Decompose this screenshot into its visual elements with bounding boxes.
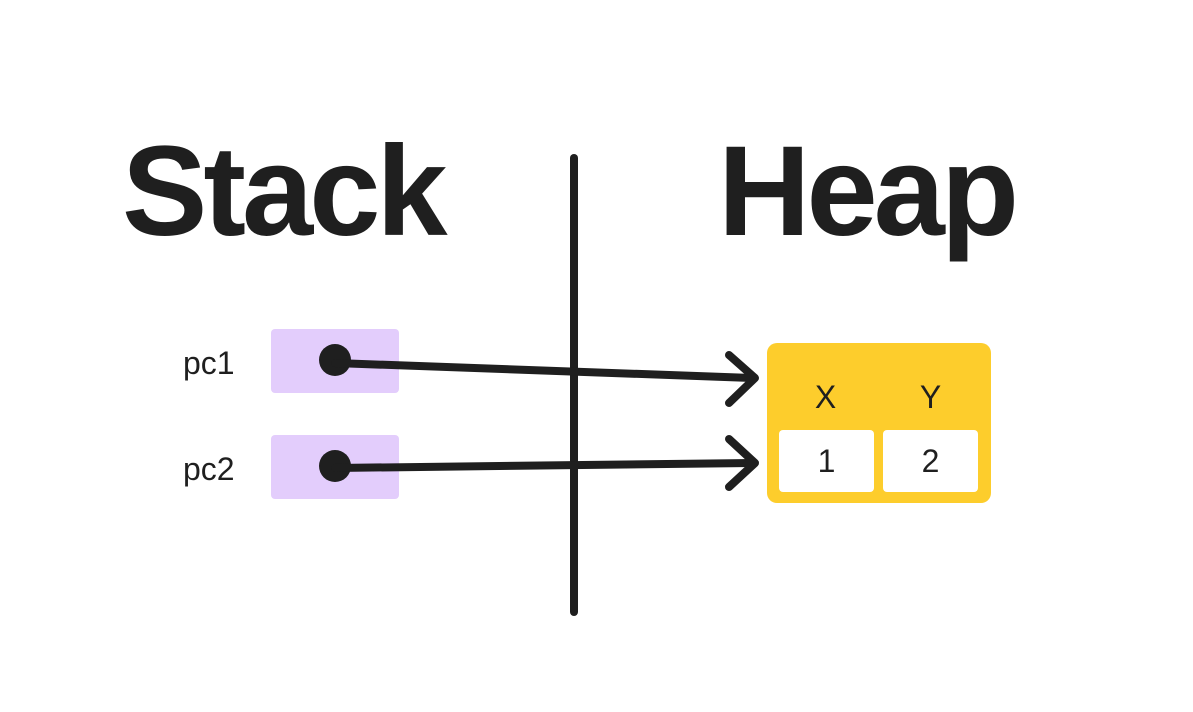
- var-label-pc2: pc2: [183, 451, 235, 487]
- stack-heap-divider: [570, 154, 578, 616]
- stack-title: Stack: [122, 120, 448, 263]
- arrow-head-pc1: [725, 351, 759, 407]
- heap-title: Heap: [718, 120, 1019, 263]
- field-name-y: Y: [919, 379, 942, 415]
- field-name-x: X: [814, 379, 837, 415]
- arrow-line-pc1: [331, 359, 756, 382]
- field-cell-y: 2: [883, 430, 978, 492]
- arrow-pc2: [319, 435, 759, 491]
- field-cell-x: 1: [779, 430, 874, 492]
- arrow-head-pc2: [725, 435, 759, 491]
- arrow-line-pc2: [331, 459, 756, 472]
- field-value-x: 1: [817, 442, 836, 479]
- heap-object: X Y 1 2: [767, 343, 991, 503]
- field-value-y: 2: [921, 442, 940, 479]
- arrow-pc1: [319, 344, 759, 407]
- var-label-pc1: pc1: [183, 345, 235, 381]
